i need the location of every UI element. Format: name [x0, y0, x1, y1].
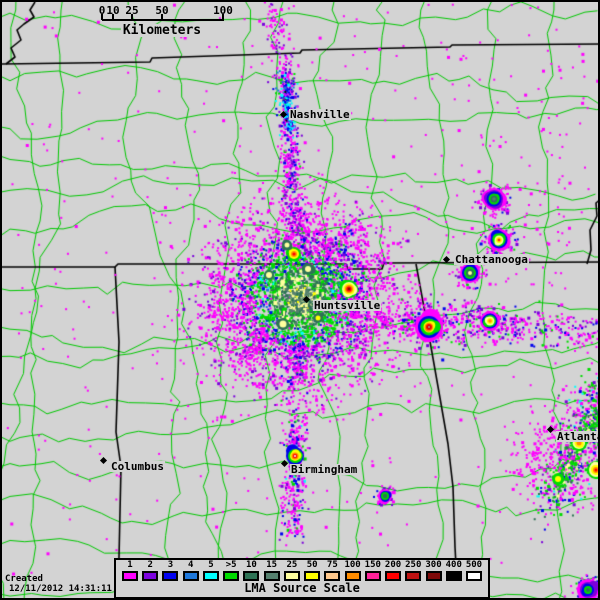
legend-entry-value: 500 — [465, 560, 483, 570]
legend-entry-swatch — [223, 571, 240, 581]
legend-entry-swatch — [465, 571, 482, 581]
legend-entry-swatch — [445, 571, 462, 581]
legend-entry-swatch — [182, 571, 199, 581]
legend-entry-swatch — [385, 571, 402, 581]
legend-entry-10: 10 — [241, 561, 261, 581]
legend-entry-100: 100 — [343, 561, 363, 581]
legend-entry-15: 15 — [262, 561, 282, 581]
legend-entry-1: 1 — [120, 561, 140, 581]
legend-entry-swatch — [405, 571, 422, 581]
legend-entry-swatch — [162, 571, 179, 581]
legend-entry-value: 400 — [445, 560, 462, 570]
legend-entry-value: 25 — [286, 560, 298, 570]
legend-entry-swatch — [364, 571, 381, 581]
legend-entry-value: 100 — [344, 560, 361, 570]
city-label-columbus: Columbus — [110, 460, 165, 473]
legend-entry-5: 5 — [201, 561, 221, 581]
created-timestamp: Created 12/11/2012 14:31:11 — [5, 574, 112, 594]
legend-entry-250: 250 — [403, 561, 423, 581]
legend-entry-value: 4 — [187, 560, 194, 570]
legend-entry-swatch — [283, 571, 300, 581]
legend-entry-25: 25 — [282, 561, 302, 581]
legend-entry-swatch — [425, 571, 442, 581]
city-label-nashville: Nashville — [289, 108, 351, 121]
legend-entry-300: 300 — [424, 561, 444, 581]
legend-entry-500: 500 — [464, 561, 484, 581]
legend-entry-400: 400 — [444, 561, 464, 581]
legend-entry-75: 75 — [322, 561, 342, 581]
legend-entry-value: 5 — [208, 560, 214, 570]
legend-entry-swatch — [324, 571, 341, 581]
city-label-birmingham: Birmingham — [290, 463, 359, 476]
legend-entry-swatch — [304, 571, 321, 581]
legend-entry-value: 200 — [384, 560, 402, 570]
legend-entry-value: 3 — [167, 560, 174, 570]
legend-entry-50: 50 — [302, 561, 322, 581]
legend-entry-3: 3 — [160, 561, 180, 581]
legend-entry-value: 300 — [425, 560, 442, 570]
legend-entry-swatch — [122, 571, 138, 581]
lma-source-scale-legend: 1 2 3 4 5 >5 10 15 25 50 75 100 150 200 250 300 400 500 L… — [114, 558, 490, 598]
legend-entry-2: 2 — [140, 561, 160, 581]
legend-entry-value: 10 — [245, 560, 257, 570]
legend-entry-value: >5 — [225, 560, 237, 570]
legend-entry-swatch — [202, 571, 219, 581]
legend-entry-value: 150 — [364, 560, 381, 570]
legend-entry->5: >5 — [221, 561, 241, 581]
legend-title: LMA Source Scale — [244, 581, 360, 595]
legend-entry-value: 2 — [147, 560, 153, 570]
legend-entry-200: 200 — [383, 561, 403, 581]
city-label-chattanooga: Chattanooga — [454, 253, 529, 266]
legend-entry-value: 15 — [266, 560, 278, 570]
legend-entry-value: 50 — [306, 560, 318, 570]
created-datetime: 12/11/2012 14:31:11 — [9, 584, 112, 594]
legend-entry-swatch — [263, 571, 280, 581]
legend-entry-swatch — [344, 571, 361, 581]
city-label-atlanta: Atlanta — [556, 431, 598, 442]
created-label: Created — [5, 574, 43, 584]
legend-entry-swatch — [243, 571, 260, 581]
legend-swatch-row: 1 2 3 4 5 >5 10 15 25 50 75 100 150 200 250 300 400 500 — [116, 561, 488, 581]
legend-entry-value: 75 — [326, 560, 338, 570]
legend-entry-4: 4 — [181, 561, 201, 581]
legend-entry-value: 250 — [405, 560, 422, 570]
legend-entry-value: 1 — [127, 560, 133, 570]
city-label-huntsville: Huntsville — [313, 299, 382, 312]
legend-entry-swatch — [142, 571, 159, 581]
legend-entry-150: 150 — [363, 561, 383, 581]
